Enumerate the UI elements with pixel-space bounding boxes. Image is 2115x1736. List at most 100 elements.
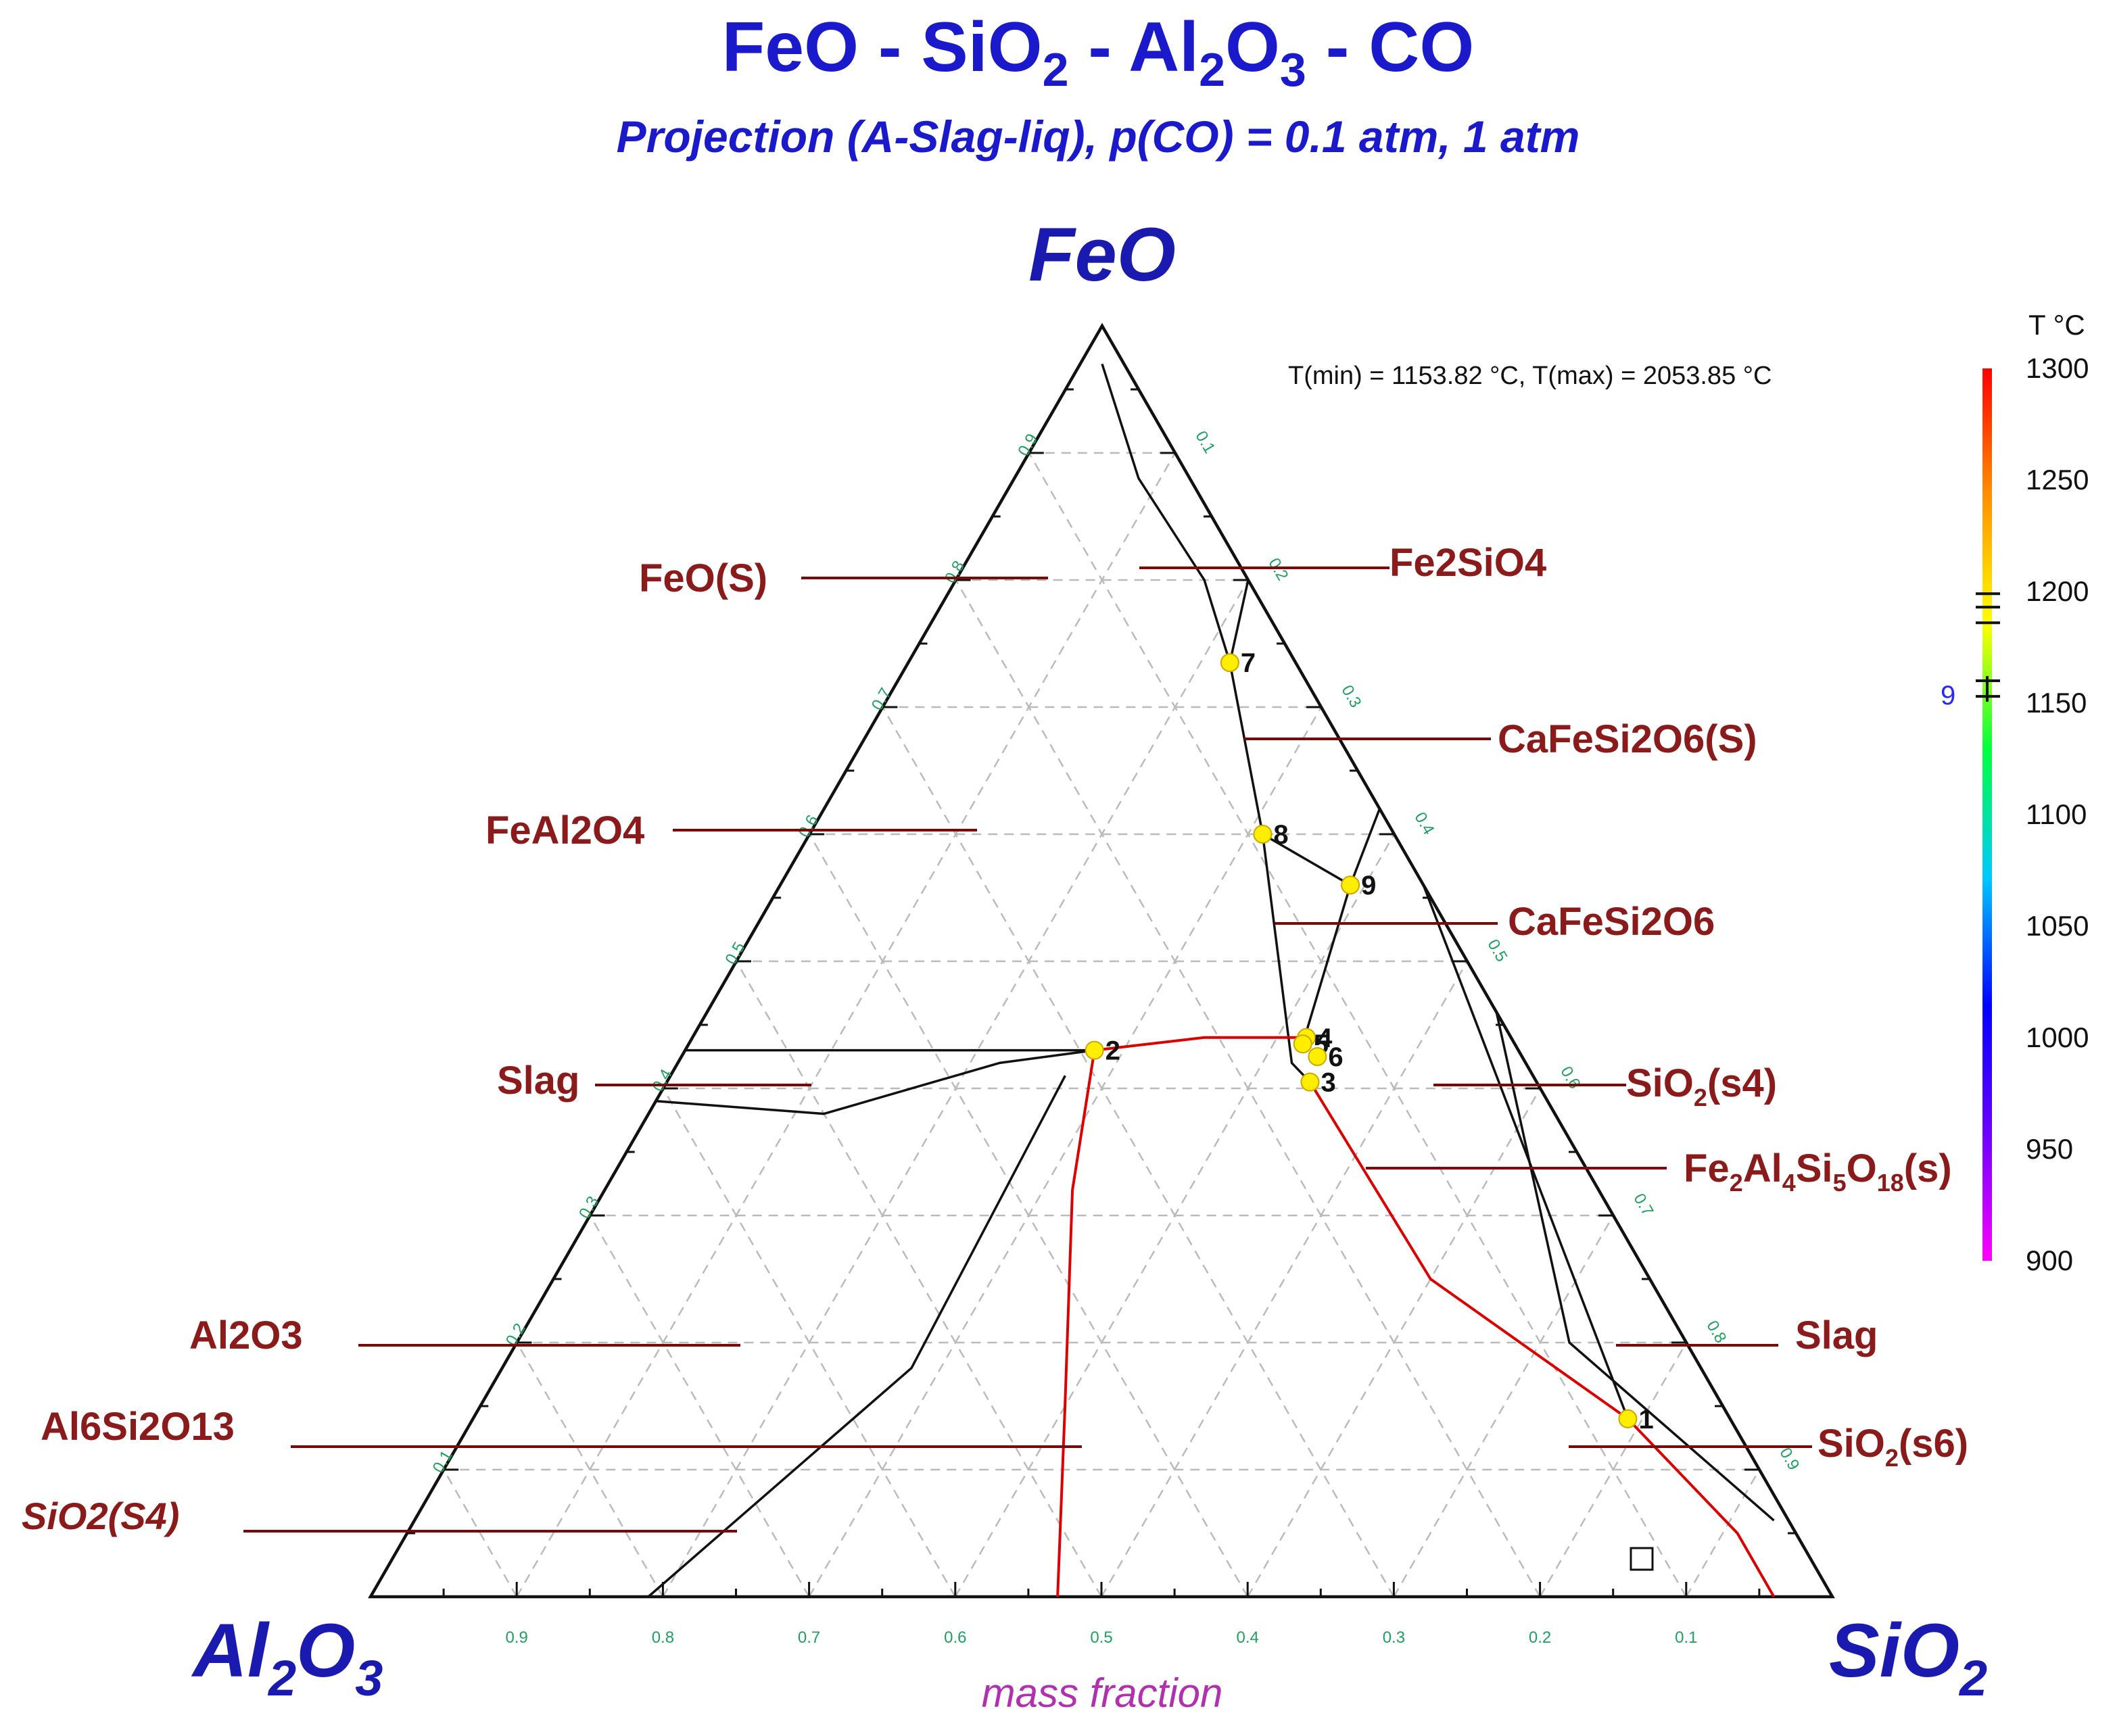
colorbar-tick-label: 1000 [2026, 1021, 2089, 1053]
tick-label-right: 0.9 [1776, 1445, 1803, 1473]
tick-label-left: 0.3 [575, 1193, 602, 1222]
grid-line-sio2 [1685, 1469, 1761, 1597]
label-feo-s: FeO(S) [639, 556, 767, 600]
grid-line-sio2 [1539, 1342, 1688, 1597]
label-cafesi2o6-s: CaFeSi2O6(S) [1498, 717, 1757, 761]
tick-label-left: 0.1 [429, 1447, 456, 1476]
grid-line-al2o3 [1028, 452, 1687, 1597]
boundary-red-2-4 [1094, 1036, 1307, 1052]
boundary-black-FeO-corner-7 [1101, 363, 1231, 663]
grid-line-al2o3 [882, 706, 1395, 1597]
boundary-black-8-9 [1262, 833, 1351, 886]
ternary-grid [443, 452, 1761, 1597]
chart-title: FeO - SiO2 - Al2O3 - CO [722, 8, 1475, 96]
tick-label-left: 0.4 [648, 1066, 675, 1094]
invariant-point-label: 4 [1317, 1023, 1333, 1053]
tick-label-left: 0.6 [795, 812, 822, 840]
boundary-black-7-8-3 [1229, 662, 1311, 1083]
invariant-point-label: 3 [1321, 1068, 1335, 1098]
label-leader-lines [243, 566, 1812, 1533]
tick-label-left: 0.8 [941, 558, 968, 586]
tick-label-right: 0.3 [1337, 682, 1364, 710]
tick-label-left: 0.7 [868, 685, 895, 713]
tick-label-bottom: 0.2 [1529, 1629, 1551, 1647]
label-feal2o4: FeAl2O4 [485, 809, 644, 852]
square-marker [1630, 1547, 1654, 1571]
invariant-point-marker [1220, 653, 1239, 673]
colorbar-tick-label: 1300 [2026, 352, 2089, 384]
colorbar-tick-label: 1100 [2026, 798, 2087, 830]
vertex-label-feo: FeO [1028, 212, 1176, 297]
grid-line-al2o3 [735, 961, 1103, 1597]
invariant-point-label: 9 [1361, 871, 1376, 900]
grid-line-sio2 [1247, 1088, 1542, 1597]
boundary-black-9-5 [1302, 884, 1352, 1044]
tick-label-right: 0.5 [1483, 936, 1511, 965]
ternary-ticks [407, 388, 1796, 1597]
label-cafesi2o6: CaFeSi2O6 [1508, 900, 1715, 944]
tick-label-bottom: 0.7 [798, 1629, 820, 1647]
temperature-range-info: T(min) = 1153.82 °C, T(max) = 2053.85 °C [1288, 362, 1772, 390]
colorbar-ticks: 1300 1250 1200 1150 1100 1050 1000 950 900 [2026, 352, 2089, 1276]
vertex-label-al2o3: Al2O3 [191, 1608, 383, 1706]
invariant-point-marker [1618, 1409, 1638, 1428]
grid-line-sio2 [808, 706, 1323, 1597]
boundary-black-Slag-left-lower [655, 1048, 1095, 1115]
label-sio2-s4: SiO2(s4) [1626, 1061, 1777, 1111]
label-slag-left: Slag [497, 1059, 580, 1103]
grid-line-al2o3 [662, 1088, 956, 1597]
invariant-point-label: 6 [1328, 1042, 1343, 1072]
tick-label-left: 0.9 [1014, 431, 1041, 459]
colorbar-tick-label: 950 [2026, 1133, 2073, 1165]
chart-subtitle: Projection (A-Slag-liq), p(CO) = 0.1 atm… [617, 112, 1580, 162]
label-fe2sio4: Fe2SiO4 [1389, 541, 1546, 585]
label-fe2al4si5o18: Fe2Al4Si5O18(s) [1684, 1147, 1952, 1197]
tick-label-bottom: 0.4 [1237, 1629, 1259, 1647]
label-al2o3: Al2O3 [189, 1313, 303, 1357]
grid-line-al2o3 [516, 1342, 664, 1597]
boundary-black-edge-tail [1495, 1011, 1775, 1522]
colorbar-gradient [1982, 368, 1992, 1261]
tick-label-bottom: 0.1 [1675, 1629, 1697, 1647]
grid-line-sio2 [1393, 1215, 1615, 1597]
invariant-point-marker [1253, 825, 1273, 844]
colorbar-tick-label: 1250 [2026, 464, 2089, 496]
boundary-black-edge-7 [1229, 579, 1250, 663]
tick-label-bottom: 0.8 [652, 1629, 674, 1647]
colorbar-tick-label: 1150 [2026, 687, 2087, 719]
tick-label-right: 0.1 [1191, 428, 1218, 456]
boundary-red-2-base [1056, 1050, 1096, 1597]
invariant-point-marker [1300, 1072, 1320, 1092]
colorbar-tick-label: 1200 [2026, 575, 2089, 607]
tick-label-bottom: 0.9 [506, 1629, 528, 1647]
boundary-black-edge-9 [1349, 808, 1381, 886]
colorbar-tick-label: 900 [2026, 1245, 2073, 1276]
invariant-point-marker [1293, 1034, 1312, 1054]
invariant-point-label: 7 [1241, 648, 1256, 678]
tick-label-right: 0.8 [1703, 1318, 1730, 1346]
grid-line-sio2 [516, 452, 1177, 1597]
label-sio2-s4-italic: SiO2(S4) [22, 1495, 179, 1537]
invariant-point-marker [1085, 1040, 1104, 1060]
boundary-black-edge-1 [1422, 884, 1630, 1420]
tick-label-right: 0.2 [1264, 555, 1291, 583]
tick-label-right: 0.6 [1556, 1063, 1584, 1092]
tick-label-bottom: 0.5 [1090, 1629, 1112, 1647]
vertex-label-sio2: SiO2 [1829, 1608, 1987, 1706]
invariant-point-label: 2 [1106, 1036, 1120, 1066]
grid-line-al2o3 [589, 1215, 810, 1597]
invariant-point-marker [1308, 1047, 1327, 1066]
tick-label-left: 0.5 [721, 939, 748, 967]
grid-line-al2o3 [443, 1469, 518, 1597]
tick-label-bottom: 0.6 [944, 1629, 966, 1647]
boundary-black-lower-left [647, 1075, 1066, 1598]
invariant-point-marker [1341, 875, 1360, 895]
tick-label-right: 0.7 [1630, 1190, 1657, 1219]
tick-label-bottom: 0.3 [1383, 1629, 1405, 1647]
label-slag-right: Slag [1795, 1313, 1878, 1357]
colorbar-unit: T °C [2028, 309, 2085, 341]
colorbar-markers [1976, 592, 2000, 702]
invariant-point-label: 8 [1273, 820, 1288, 850]
